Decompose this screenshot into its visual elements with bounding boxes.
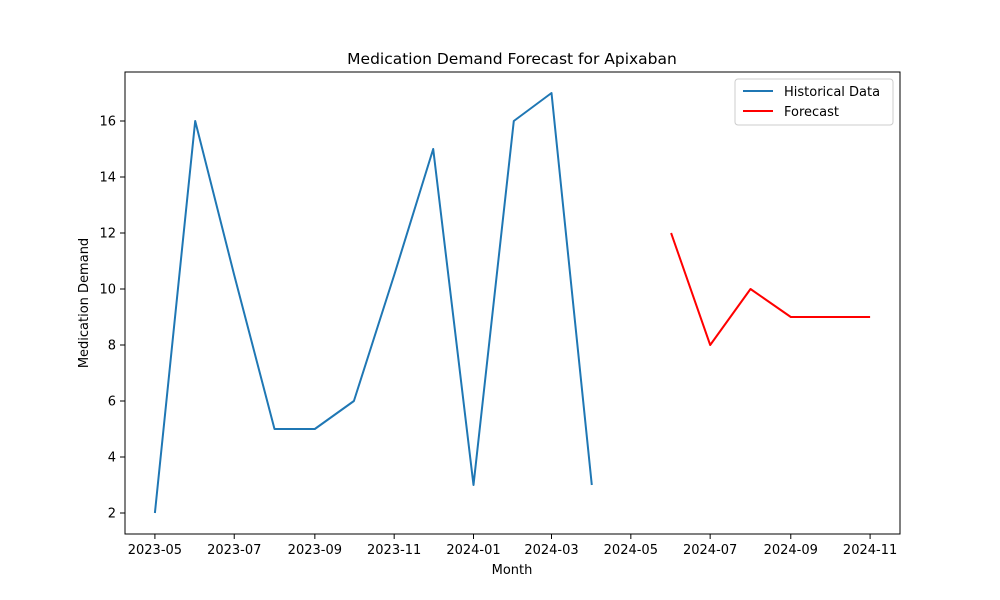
x-tick-label: 2024-07 (683, 543, 737, 558)
y-axis-title: Medication Demand (77, 238, 92, 368)
x-tick-label: 2023-11 (367, 543, 421, 558)
y-tick-label: 2 (108, 507, 116, 522)
legend: Historical Data Forecast (734, 78, 894, 126)
x-tick-label: 2024-03 (524, 543, 578, 558)
series-line-historical (153, 92, 593, 514)
x-axis-title: Month (492, 563, 533, 578)
chart-title: Medication Demand Forecast for Apixaban (347, 50, 677, 68)
x-tick-label: 2024-09 (764, 543, 818, 558)
y-tick-label: 16 (99, 115, 116, 130)
x-tick-label: 2024-01 (446, 543, 500, 558)
y-tick-label: 4 (108, 451, 116, 466)
x-tick-label: 2024-05 (604, 543, 658, 558)
axes-layer: 2023-05 2023-07 2023-09 2023-11 2024-01 2024-… (99, 115, 897, 559)
y-tick-label: 10 (99, 283, 116, 298)
x-tick-label: 2024-11 (843, 543, 897, 558)
series-line-forecast (670, 232, 871, 346)
y-tick-label: 8 (108, 339, 116, 354)
series-layer (153, 92, 871, 514)
x-tick-label: 2023-07 (207, 543, 261, 558)
x-tick-label: 2023-09 (288, 543, 342, 558)
x-tick-label: 2023-05 (128, 543, 182, 558)
y-tick-label: 12 (99, 227, 116, 242)
legend-label-forecast: Forecast (784, 105, 839, 120)
legend-label-historical: Historical Data (784, 85, 880, 100)
y-tick-label: 6 (108, 395, 116, 410)
y-tick-label: 14 (99, 171, 116, 186)
plot-frame (124, 71, 901, 535)
legend-box (734, 78, 894, 126)
